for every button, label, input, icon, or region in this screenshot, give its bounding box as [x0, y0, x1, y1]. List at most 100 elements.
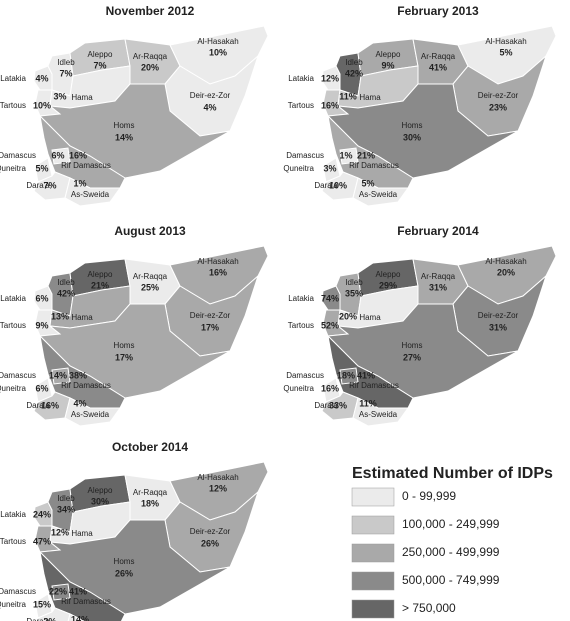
- region-name: Ar-Raqqa: [421, 272, 456, 281]
- region-name: Hama: [359, 313, 381, 322]
- region-value: 16%: [69, 150, 87, 160]
- region-name: Al-Hasakah: [197, 473, 238, 482]
- legend-label: 100,000 - 249,999: [402, 517, 500, 531]
- region-name: Hama: [71, 93, 93, 102]
- region-value: 41%: [429, 62, 447, 72]
- region: [339, 147, 359, 165]
- region: [51, 583, 71, 601]
- region-name: Quneitra: [0, 600, 27, 609]
- region-name: Aleppo: [88, 486, 113, 495]
- region-name: Ar-Raqqa: [133, 488, 168, 497]
- map-title: February 2014: [397, 224, 479, 238]
- region-value: 1%: [339, 150, 352, 160]
- region-value: 24%: [33, 509, 51, 519]
- region-value: 20%: [339, 311, 357, 321]
- region-name: As-Sweida: [359, 190, 398, 199]
- region-name: Al-Hasakah: [197, 257, 238, 266]
- region-value: 18%: [337, 370, 355, 380]
- region-name: Rif Damascus: [61, 161, 111, 170]
- region-value: 74%: [321, 293, 339, 303]
- region-value: 34%: [57, 504, 75, 514]
- region-name: Al-Hasakah: [485, 257, 526, 266]
- region-name: Aleppo: [88, 270, 113, 279]
- region-name: Damascus: [0, 371, 36, 380]
- region-name: Idleb: [57, 494, 75, 503]
- legend-swatch: [351, 515, 395, 535]
- region-name: Deir-ez-Zor: [190, 311, 231, 320]
- region: [67, 613, 86, 621]
- region-value: 12%: [209, 483, 227, 493]
- legend-label: 500,000 - 749,999: [402, 573, 500, 587]
- region-value: 21%: [357, 150, 375, 160]
- region-value: 13%: [51, 311, 69, 321]
- region-value: 30%: [91, 496, 109, 506]
- region-name: Aleppo: [376, 270, 401, 279]
- region-value: 5%: [499, 47, 512, 57]
- region-value: 1%: [73, 178, 86, 188]
- region-value: 41%: [69, 586, 87, 596]
- region-name: Dara'a: [314, 181, 338, 190]
- region-value: 18%: [141, 498, 159, 508]
- region-value: 14%: [49, 370, 67, 380]
- region: [352, 397, 409, 427]
- region-value: 4%: [73, 398, 86, 408]
- region-value: 7%: [43, 180, 56, 190]
- region-name: Tartous: [288, 101, 314, 110]
- region-value: 12%: [51, 527, 69, 537]
- region-value: 17%: [201, 322, 219, 332]
- region: [352, 177, 409, 207]
- region-value: 42%: [345, 68, 363, 78]
- region-name: Damascus: [286, 371, 324, 380]
- region-name: Rif Damascus: [349, 381, 399, 390]
- region-name: Idleb: [57, 58, 75, 67]
- map-title: February 2013: [397, 4, 479, 18]
- region-name: Dara'a: [26, 617, 50, 621]
- region-value: 22%: [49, 586, 67, 596]
- region-value: 47%: [33, 536, 51, 546]
- region: [39, 550, 126, 621]
- region-value: 20%: [141, 62, 159, 72]
- region-value: 16%: [209, 267, 227, 277]
- region-name: Tartous: [0, 101, 26, 110]
- region-name: Ar-Raqqa: [133, 272, 168, 281]
- region-name: Damascus: [0, 587, 36, 596]
- region-value: 10%: [33, 100, 51, 110]
- region-name: Latakia: [0, 294, 26, 303]
- region-name: Al-Hasakah: [197, 37, 238, 46]
- legend-swatch: [351, 543, 395, 563]
- region-name: Homs: [114, 341, 135, 350]
- region-value: 4%: [35, 73, 48, 83]
- region-name: Homs: [402, 121, 423, 130]
- region-value: 25%: [141, 282, 159, 292]
- map-title: August 2013: [114, 224, 186, 238]
- region-value: 9%: [381, 60, 394, 70]
- region-name: Homs: [114, 121, 135, 130]
- region-value: 14%: [71, 614, 89, 621]
- region-name: Latakia: [0, 510, 26, 519]
- region-value: 6%: [35, 293, 48, 303]
- region-name: Al-Hasakah: [485, 37, 526, 46]
- region-name: Latakia: [0, 74, 26, 83]
- region-name: Hama: [71, 529, 93, 538]
- region: [64, 177, 121, 207]
- region-name: Aleppo: [88, 50, 113, 59]
- region-name: Latakia: [288, 74, 314, 83]
- region-value: 3%: [53, 91, 66, 101]
- region-value: 29%: [379, 280, 397, 290]
- region-value: 15%: [33, 599, 51, 609]
- region-name: Dara'a: [26, 401, 50, 410]
- map-title: November 2012: [106, 4, 195, 18]
- region: [36, 607, 71, 621]
- region: [64, 397, 121, 427]
- region-name: As-Sweida: [359, 410, 398, 419]
- region-name: Tartous: [0, 321, 26, 330]
- region-value: 12%: [321, 73, 339, 83]
- region-name: As-Sweida: [71, 190, 110, 199]
- region-value: 14%: [115, 132, 133, 142]
- region-name: Dara'a: [26, 181, 50, 190]
- region-value: 16%: [321, 383, 339, 393]
- region-name: Deir-ez-Zor: [190, 91, 231, 100]
- region-value: 21%: [91, 280, 109, 290]
